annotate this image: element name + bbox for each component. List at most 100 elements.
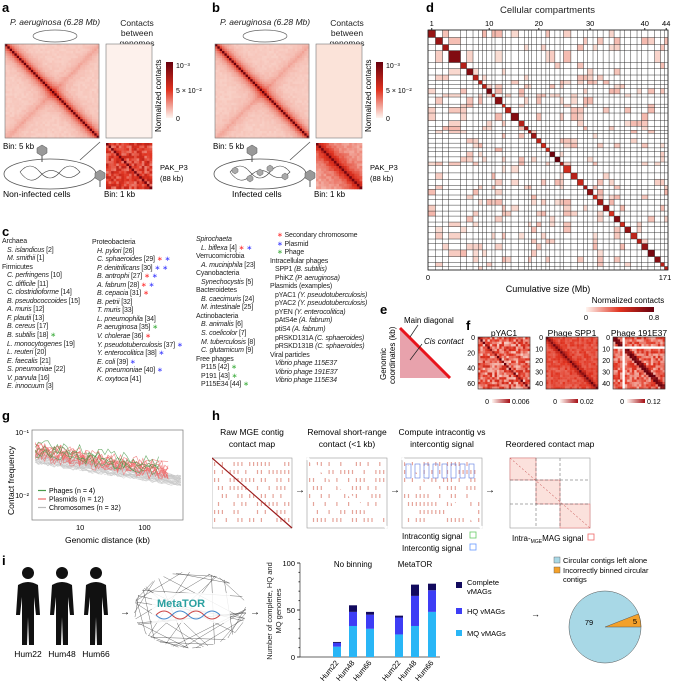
heatmap-cell (306, 135, 310, 139)
heatmap-cell (287, 105, 291, 108)
heatmap-cell (252, 76, 256, 80)
heatmap-cell (511, 344, 514, 347)
heatmap-cell (487, 339, 491, 342)
heatmap-cell (341, 176, 345, 180)
heatmap-cell (66, 58, 69, 61)
heatmap-cell (271, 121, 275, 125)
heatmap-cell (492, 377, 495, 380)
heatmap-cell (96, 69, 100, 73)
heatmap-cell (66, 44, 69, 47)
heatmap-cell (19, 109, 22, 113)
heatmap-cell (238, 88, 242, 92)
heatmap-cell (47, 55, 50, 59)
heatmap-cell (215, 100, 218, 104)
organism-item: Y. enterocolitica [38] ∗ (92, 350, 183, 359)
compartment-cell (435, 75, 443, 81)
heatmap-cell (231, 48, 235, 52)
panel-label-b: b (212, 0, 220, 15)
heatmap-cell (28, 116, 32, 120)
heatmap-cell (226, 116, 230, 120)
heatmap-cell (339, 178, 342, 182)
heatmap-cell (518, 341, 521, 345)
heatmap-cell (351, 155, 355, 159)
heatmap-cell (273, 126, 277, 129)
compartment-cell (630, 232, 638, 240)
heatmap-cell (7, 126, 10, 129)
heatmap-cell (12, 69, 15, 73)
heatmap-cell (44, 88, 48, 92)
heatmap-cell (30, 72, 34, 75)
plasmid-marker-icon: ∗ (158, 350, 165, 358)
heatmap-cell (222, 116, 225, 120)
item-name: Cyanobacteria (196, 270, 240, 278)
heatmap-cell (245, 105, 249, 108)
heatmap-cell (215, 112, 218, 115)
heatmap-cell (226, 135, 230, 139)
heatmap-cell (276, 119, 279, 122)
heatmap-cell (299, 44, 303, 47)
heatmap-cell (82, 119, 86, 122)
heatmap-cell (28, 102, 32, 106)
heatmap-cell (222, 107, 225, 111)
heatmap-cell (28, 112, 32, 115)
heatmap-cell (94, 126, 97, 129)
item-name: C. clostridioforme (7, 289, 59, 297)
heatmap-cell (224, 100, 228, 104)
heatmap-cell (146, 153, 150, 157)
colorbar-label: Normalized contacts (592, 296, 664, 305)
heatmap-cell (87, 58, 90, 61)
heatmap-cell (222, 130, 225, 134)
heatmap-cell (247, 91, 251, 94)
heatmap-cell (89, 95, 93, 99)
heatmap-cell (66, 62, 69, 66)
heatmap-cell (139, 171, 143, 174)
heatmap-cell (141, 143, 145, 146)
heatmap-cell (21, 112, 25, 115)
heatmap-cell (146, 173, 150, 177)
heatmap-cell (42, 65, 46, 68)
heatmap-cell (56, 44, 60, 47)
heatmap-cell (96, 76, 100, 80)
heatmap-cell (254, 107, 258, 111)
heatmap-cell (356, 166, 360, 169)
heatmap-cell (226, 44, 230, 47)
compartment-cell (448, 126, 461, 131)
heatmap-cell (478, 341, 481, 345)
heatmap-cell (68, 95, 72, 99)
heatmap-cell (141, 181, 145, 185)
heatmap-cell (326, 148, 330, 151)
heatmap-cell (66, 74, 69, 78)
heatmap-cell (273, 51, 277, 54)
heatmap-cell (304, 60, 307, 64)
heatmap-cell (273, 109, 277, 113)
heatmap-cell (44, 72, 48, 75)
heatmap-cell (233, 67, 237, 71)
item-name: Synechocystis (201, 278, 244, 286)
heatmap-cell (73, 51, 76, 54)
heatmap-cell (236, 46, 239, 49)
heatmap-cell (299, 74, 303, 78)
heatmap-cell (266, 51, 270, 54)
heatmap-cell (262, 74, 265, 78)
heatmap-cell (321, 181, 324, 185)
heatmap-cell (77, 65, 81, 68)
compartment-cell (435, 262, 443, 267)
heatmap-cell (21, 116, 25, 120)
heatmap-cell (306, 58, 310, 61)
heatmap-cell (26, 88, 29, 92)
heatmap-cell (35, 91, 39, 94)
double-arrow (289, 141, 311, 161)
heatmap-cell (250, 44, 253, 47)
heatmap-cell (42, 98, 46, 101)
heatmap-cell (306, 76, 310, 80)
heatmap-cell (485, 337, 488, 340)
heatmap-cell (294, 88, 298, 92)
heatmap-cell (7, 53, 10, 57)
heatmap-cell (224, 109, 228, 113)
heatmap-cell (96, 55, 100, 59)
heatmap-cell (287, 76, 291, 80)
heatmap-cell (52, 130, 55, 134)
heatmap-cell (326, 171, 330, 174)
heatmap-cell (328, 173, 332, 177)
heatmap-cell (63, 79, 67, 82)
